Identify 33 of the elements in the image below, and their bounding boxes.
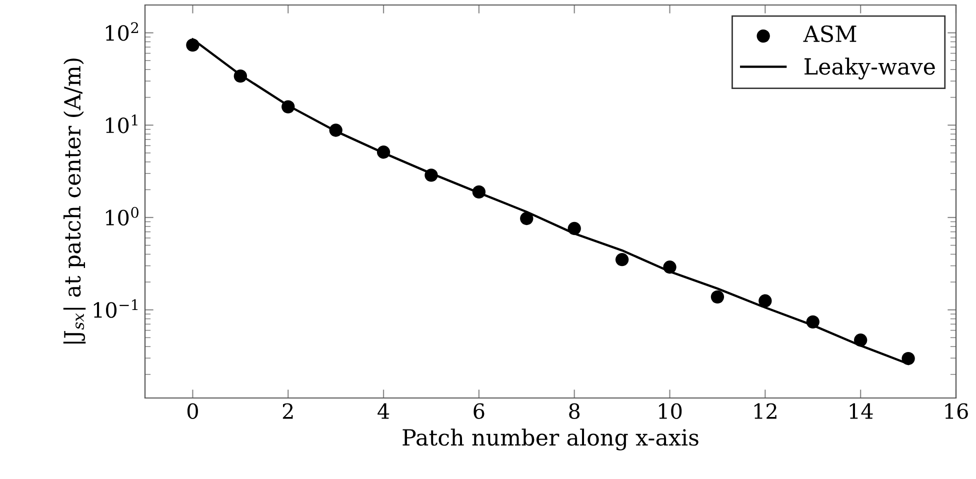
y-tick-label: 10$^{−1}$ — [94, 299, 138, 318]
point — [902, 352, 915, 366]
point — [329, 124, 342, 137]
point — [806, 315, 820, 329]
point — [234, 69, 247, 83]
x-tick-label: 0 — [187, 403, 198, 419]
point — [663, 260, 676, 274]
x-tick-label: 2 — [282, 403, 293, 419]
x-tick-label: 6 — [474, 403, 484, 419]
point — [424, 168, 438, 182]
point — [568, 222, 581, 236]
y-tick-label: 10$^{0}$ — [106, 206, 138, 226]
y-axis-title: |J$_{sx}$| at patch center (A/m) — [63, 58, 86, 344]
point — [472, 185, 486, 199]
legend-label: ASM — [803, 25, 856, 42]
x-tick-label: 12 — [754, 403, 776, 419]
x-tick-label: 8 — [569, 403, 580, 419]
point — [282, 100, 295, 114]
point — [854, 334, 868, 347]
y-tick-label: 10$^{1}$ — [106, 114, 138, 134]
legend-label: Leaky-wave — [804, 58, 935, 80]
x-axis-title: Patch number along x-axis — [402, 428, 698, 450]
point — [376, 146, 390, 159]
point — [758, 294, 772, 308]
y-tick-label: 10$^{2}$ — [106, 22, 138, 41]
x-tick-label: 10 — [659, 403, 682, 419]
point — [710, 290, 724, 304]
x-tick-label: 16 — [945, 403, 968, 419]
x-tick-label: 14 — [850, 403, 873, 419]
point — [520, 212, 534, 226]
x-tick-label: 4 — [378, 403, 390, 419]
point — [186, 38, 200, 52]
point — [615, 253, 629, 266]
